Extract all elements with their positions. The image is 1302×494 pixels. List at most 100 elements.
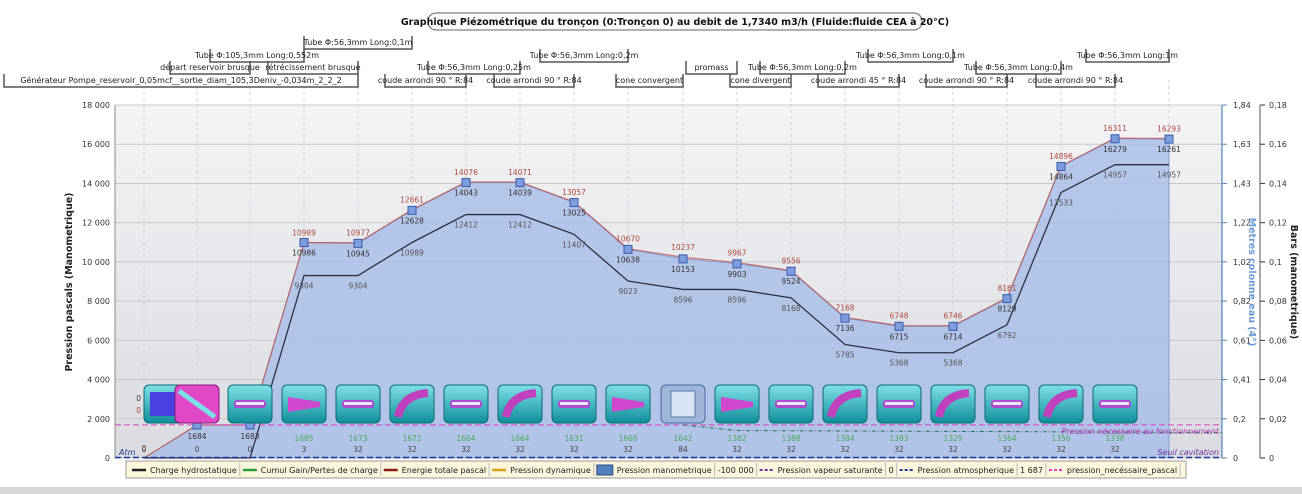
segment-bracket xyxy=(729,74,792,88)
contraction-component-icon[interactable] xyxy=(174,384,220,424)
hydrostatique-value-label: 8596 xyxy=(727,295,746,304)
dynamique-value-label: 32 xyxy=(623,445,633,454)
energie-value-label: 10670 xyxy=(616,235,640,244)
segment-label: Tube Φ:56,3mm Long:0,1m xyxy=(303,38,413,47)
y2-tick-label: 0,41 xyxy=(1233,376,1251,385)
dynamique-value-label: 32 xyxy=(732,445,742,454)
energie-value-label: 6746 xyxy=(943,312,962,321)
manometric-value-label: 10986 xyxy=(292,249,316,258)
legend-label: Energie totale pascal xyxy=(402,466,486,475)
segment-label: Générateur Pompe_reservoir_0,05mcf__sort… xyxy=(20,75,341,85)
segment-label: Tube Φ:56,3mm Long:0,2m xyxy=(747,63,857,72)
cumul-value-label: 1356 xyxy=(1051,434,1070,443)
meter-component-icon[interactable] xyxy=(660,384,706,424)
y2-tick-label: 1,22 xyxy=(1233,219,1251,228)
bend-component-icon[interactable] xyxy=(389,384,435,424)
tube-component-icon[interactable] xyxy=(335,384,381,424)
segment-bracket xyxy=(975,61,1062,75)
dynamique-value-label: 32 xyxy=(515,445,525,454)
dynamique-value-label: 32 xyxy=(786,445,796,454)
energie-value-label: 0 xyxy=(142,444,147,453)
origin-energie-label: 0 xyxy=(136,406,141,415)
manometric-value-label: 12628 xyxy=(400,216,424,225)
cumul-value-label: 1672 xyxy=(402,434,421,443)
legend-label: Pression vapeur saturante xyxy=(778,466,883,475)
y-axis-title: Pression pascals (Manometrique) xyxy=(64,192,75,371)
cumul-value-label: 1382 xyxy=(727,434,746,443)
dynamique-value-label: 32 xyxy=(353,445,363,454)
bend-component-icon[interactable] xyxy=(822,384,868,424)
energie-value-label: 16311 xyxy=(1103,124,1127,133)
bend-component-icon[interactable] xyxy=(497,384,543,424)
energie-value-label: 12661 xyxy=(400,196,424,205)
hydrostatique-value-label: 13533 xyxy=(1049,199,1073,208)
energie-value-label: 6748 xyxy=(889,312,908,321)
energie-value-label: 10989 xyxy=(292,228,316,237)
segment-label: coude arrondi 90 ° R:84 xyxy=(919,76,1014,85)
dynamique-value-label: 3 xyxy=(302,445,307,454)
y3-tick-label: 0 xyxy=(1269,454,1274,463)
divergent-component-icon[interactable] xyxy=(714,384,760,424)
segment-label: Tube Φ:56,3mm Long:0,1m xyxy=(855,51,965,60)
energie-value-label: 14896 xyxy=(1049,152,1073,161)
manometric-value-label: 13025 xyxy=(562,209,586,218)
dynamique-value-label: 0 xyxy=(142,445,147,454)
y2-tick-label: 0,2 xyxy=(1233,415,1246,424)
manometric-value-label: 14039 xyxy=(508,189,532,198)
segment-label: coude arrondi 45 ° R:84 xyxy=(811,76,906,85)
energie-value-label: 9967 xyxy=(727,249,746,258)
tube-component-icon[interactable] xyxy=(443,384,489,424)
tube-component-icon[interactable] xyxy=(984,384,1030,424)
reduction-component-icon[interactable] xyxy=(281,384,327,424)
cumul-value-label: 1388 xyxy=(781,434,800,443)
cumul-value-label: 1664 xyxy=(510,434,529,443)
cumul-value-label: 1631 xyxy=(564,434,583,443)
segment-bracket xyxy=(817,74,900,88)
energie-value-label: 14071 xyxy=(508,168,532,177)
segment-bracket xyxy=(209,49,305,63)
y2-tick-label: 1,02 xyxy=(1233,258,1251,267)
manometric-point xyxy=(732,259,742,269)
segment-bracket xyxy=(3,74,359,88)
cumul-value-label: 1642 xyxy=(673,434,692,443)
energie-value-label: 10977 xyxy=(346,229,370,238)
dynamique-value-label: 32 xyxy=(569,445,579,454)
y3-tick-label: 0,14 xyxy=(1269,179,1287,188)
y2-tick-label: 1,43 xyxy=(1233,179,1251,188)
y2-axis-title: Metres colonne eau (4°) xyxy=(1246,218,1257,347)
dynamique-value-label: 32 xyxy=(894,445,904,454)
manometric-point xyxy=(461,178,471,188)
hydrostatique-value-label: 5368 xyxy=(943,359,962,368)
convergent-component-icon[interactable] xyxy=(605,384,651,424)
legend-swatch xyxy=(596,464,614,476)
manometric-point xyxy=(840,313,850,323)
manometric-2-label: 1683 xyxy=(240,432,259,441)
y3-tick-label: 0,08 xyxy=(1269,297,1287,306)
segment-bracket xyxy=(384,74,467,88)
chart-title-box xyxy=(427,12,923,31)
dynamique-value-label: 0 xyxy=(248,445,253,454)
y3-tick-label: 0,04 xyxy=(1269,376,1287,385)
manometric-point xyxy=(678,254,688,264)
manometric-point xyxy=(1110,134,1120,144)
tube-component-icon[interactable] xyxy=(551,384,597,424)
manometric-point xyxy=(894,321,904,331)
manometric-point xyxy=(786,266,796,276)
dynamique-value-label: 32 xyxy=(1056,445,1066,454)
segment-label: Tube Φ:56,3mm Long:0,25m xyxy=(416,63,531,72)
legend-label: Pression atmospherique xyxy=(918,466,1014,475)
tube-component-icon[interactable] xyxy=(876,384,922,424)
segment-label: promass xyxy=(694,63,728,72)
tube-component-icon[interactable] xyxy=(768,384,814,424)
segment-bracket xyxy=(493,74,575,88)
tube-component-icon[interactable] xyxy=(1092,384,1138,424)
seuil-cavitation-label: Seuil cavitation xyxy=(1157,448,1219,457)
bend-component-icon[interactable] xyxy=(1038,384,1084,424)
legend-label: Pression manometrique xyxy=(617,466,712,475)
segment-bracket xyxy=(169,61,251,75)
bend-component-icon[interactable] xyxy=(930,384,976,424)
tube-component-icon[interactable] xyxy=(227,384,273,424)
hydrostatique-value-label: 9023 xyxy=(618,287,637,296)
manometric-value-label: 16279 xyxy=(1103,145,1127,154)
